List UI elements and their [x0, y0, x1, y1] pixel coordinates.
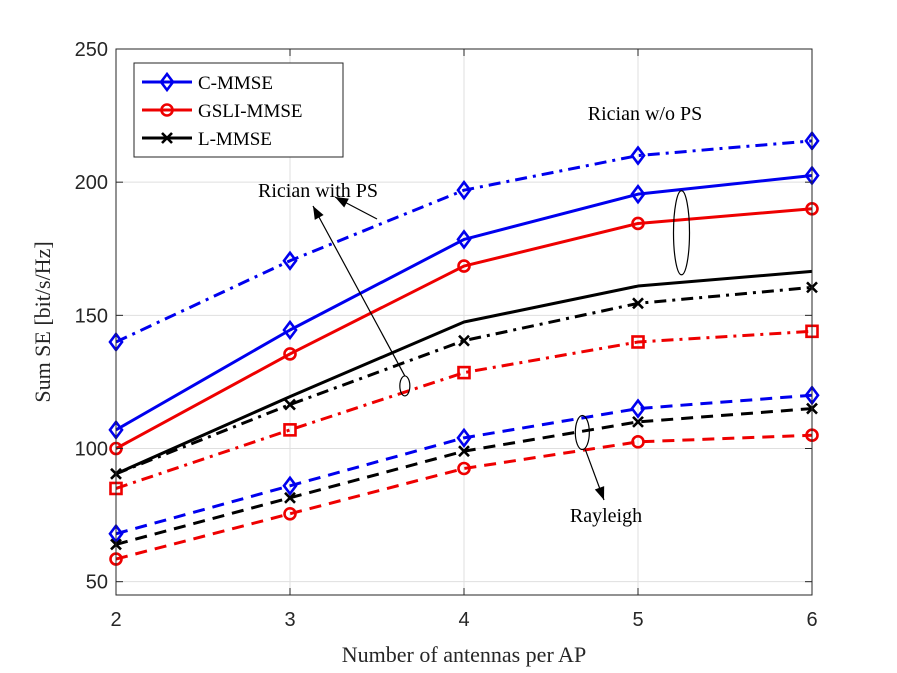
x-axis-label: Number of antennas per AP	[342, 642, 586, 667]
x-tick-label: 2	[110, 609, 121, 631]
data-point-circle	[283, 506, 297, 521]
annotation-label-rayleigh: Rayleigh	[570, 505, 642, 527]
series-line	[115, 174, 813, 432]
y-tick-label: 200	[75, 172, 108, 194]
legend-marker-circle	[160, 103, 174, 117]
series-line	[115, 269, 813, 476]
annotation-label-rician-with-ps: Rician with PS	[258, 180, 378, 202]
data-point-square	[457, 365, 471, 380]
series-l-mmse-rician-w-o-ps	[115, 269, 813, 476]
y-tick-label: 250	[75, 39, 108, 61]
data-point-diamond	[282, 475, 298, 496]
y-tick-label: 100	[75, 439, 108, 461]
data-point-diamond	[456, 179, 472, 201]
series-line	[115, 393, 813, 536]
legend-entry-l-mmse: L-MMSE	[142, 129, 272, 150]
series-line	[115, 139, 813, 344]
data-point-diamond	[630, 145, 646, 166]
series-c-mmse-rician-w-o-ps	[108, 165, 820, 441]
data-point-circle	[283, 347, 297, 361]
legend-marker-diamond	[159, 71, 175, 93]
annotation-arrow-rician-with-ps-1	[312, 205, 406, 377]
annotation-arrow-rician-with-ps-2	[334, 196, 378, 220]
data-point-x	[458, 445, 470, 458]
data-point-x	[632, 415, 644, 428]
data-point-square	[631, 335, 645, 349]
data-point-x	[632, 297, 644, 310]
x-tick-label: 4	[458, 609, 469, 631]
data-point-diamond	[456, 427, 472, 449]
data-point-x	[284, 491, 296, 504]
annotations: Rician w/o PS Rician with PS Rayleigh	[258, 103, 702, 527]
legend: C-MMSE GSLI-MMSE L-MMSE	[133, 62, 344, 158]
data-point-diamond	[282, 319, 298, 341]
annotation-label-rician-wo-ps: Rician w/o PS	[588, 103, 702, 125]
series-line	[115, 207, 813, 450]
legend-entry-gsli-mmse: GSLI-MMSE	[142, 101, 303, 122]
legend-label: GSLI-MMSE	[198, 101, 303, 122]
data-point-square	[283, 423, 297, 437]
legend-label: C-MMSE	[198, 73, 273, 94]
ticks: 2 3 4 5 6 50 100 150 200 250	[75, 39, 818, 631]
annotation-ellipse-rayleigh	[574, 414, 590, 451]
x-tick-label: 6	[806, 609, 817, 631]
legend-label: L-MMSE	[198, 129, 272, 150]
data-point-diamond	[630, 183, 646, 205]
series-line	[115, 329, 813, 490]
data-point-diamond	[282, 250, 298, 271]
series-group	[108, 130, 820, 566]
data-point-circle	[457, 461, 471, 476]
data-point-diamond	[456, 229, 472, 250]
data-point-x	[458, 334, 470, 347]
data-point-diamond	[630, 398, 646, 419]
x-tick-label: 5	[632, 609, 643, 631]
y-tick-label: 50	[86, 572, 108, 594]
annotation-arrow-rayleigh	[584, 449, 605, 501]
data-point-x	[284, 398, 296, 411]
annotation-ellipse-rician-wo-ps	[672, 190, 691, 276]
y-tick-label: 150	[75, 305, 108, 327]
data-point-circle	[631, 435, 645, 449]
data-point-circle	[457, 259, 471, 273]
x-tick-label: 3	[284, 609, 295, 631]
legend-entry-c-mmse: C-MMSE	[142, 71, 273, 94]
data-point-circle	[631, 216, 645, 231]
series-l-mmse-rayleigh	[110, 402, 818, 551]
y-axis-label: Sum SE [bit/s/Hz]	[30, 241, 55, 402]
legend-marker-x	[161, 132, 173, 144]
